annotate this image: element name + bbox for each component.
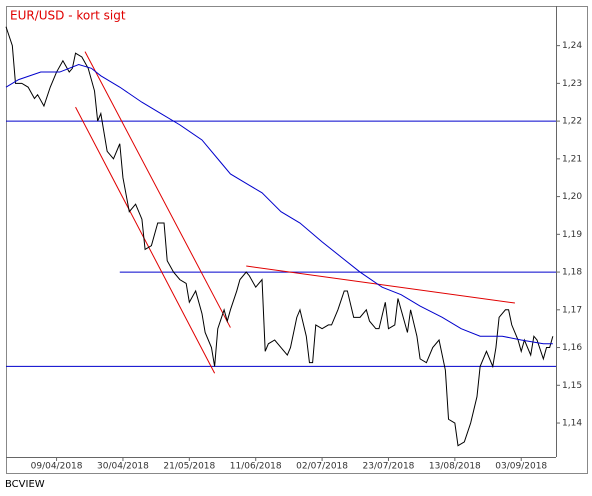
x-tick-label: 03/09/2018	[495, 462, 547, 472]
x-tick-label: 02/07/2018	[296, 462, 348, 472]
chart-title: EUR/USD - kort sigt	[10, 9, 126, 23]
x-tick-label: 09/04/2018	[31, 462, 83, 472]
y-tick-label: 1,20	[562, 192, 582, 202]
chart-frame	[6, 6, 588, 474]
price-line	[5, 63, 553, 345]
y-tick-label: 1,22	[562, 117, 582, 127]
y-tick-label: 1,19	[562, 230, 582, 240]
y-tick-label: 1,17	[562, 305, 582, 315]
y-tick-label: 1,23	[562, 79, 582, 89]
y-tick-label: 1,14	[562, 419, 582, 429]
x-tick-label: 21/05/2018	[163, 462, 215, 472]
y-tick-label: 1,24	[562, 41, 582, 51]
trend-line	[84, 51, 231, 328]
y-tick-label: 1,15	[562, 381, 582, 391]
y-tick-label: 1,21	[562, 154, 582, 164]
y-tick-label: 1,16	[562, 343, 582, 353]
x-tick-label: 11/06/2018	[230, 462, 282, 472]
source: BCVIEW	[5, 479, 45, 490]
x-tick-label: 30/04/2018	[97, 462, 149, 472]
price-line	[5, 26, 554, 447]
x-tick-label: 23/07/2018	[363, 462, 415, 472]
y-tick-label: 1,18	[562, 268, 582, 278]
x-tick-label: 13/08/2018	[429, 462, 481, 472]
trend-line	[75, 106, 216, 374]
trend-line	[246, 265, 515, 304]
